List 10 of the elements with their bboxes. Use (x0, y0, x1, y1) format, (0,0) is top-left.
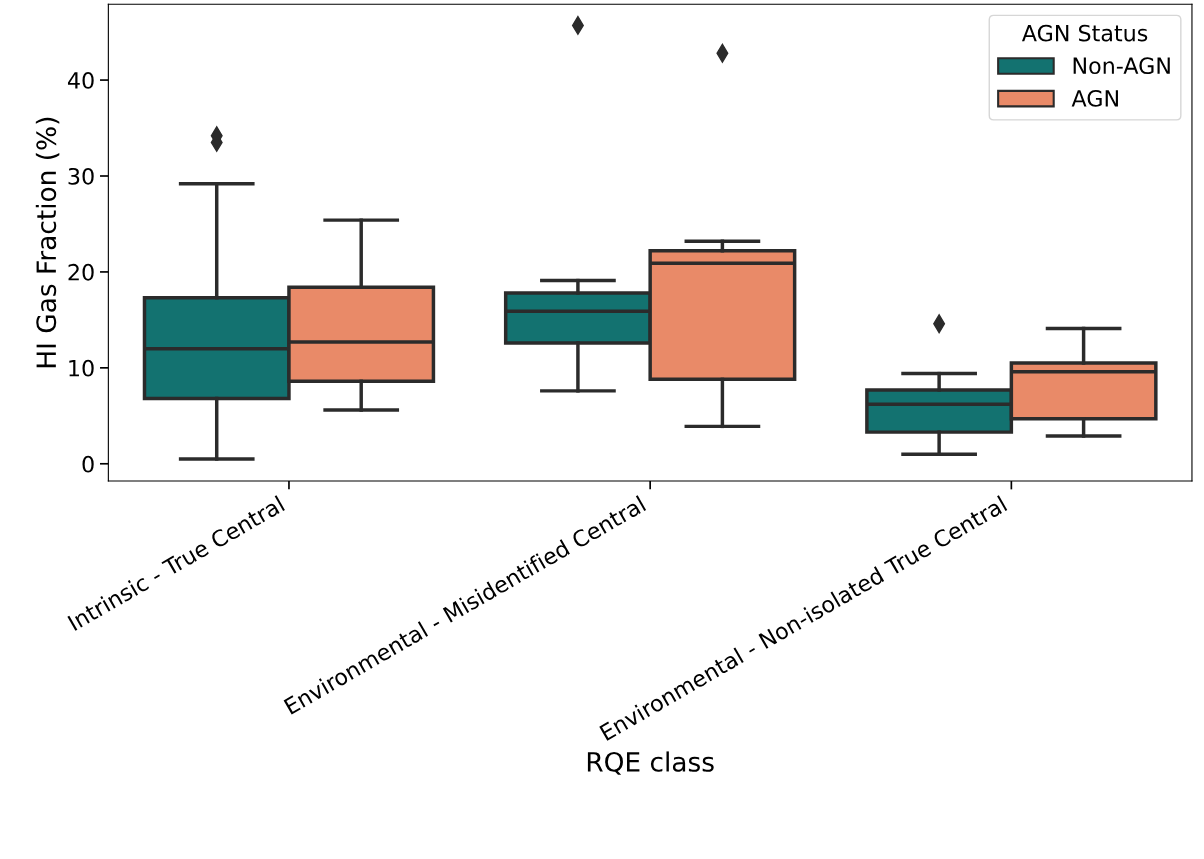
y-tick-label: 0 (82, 455, 94, 473)
y-axis-title: HI Gas Fraction (%) (35, 117, 60, 368)
y-tick-label: 30 (68, 167, 94, 185)
legend-label: Non-AGN (1073, 57, 1170, 75)
x-axis-title: RQE class (587, 751, 714, 775)
y-tick-label: 10 (69, 359, 94, 377)
y-tick-label: 20 (68, 263, 94, 281)
y-tick-label: 40 (67, 72, 94, 89)
legend-title: AGN Status (1021, 24, 1148, 42)
legend-label: AGN (1071, 89, 1118, 107)
